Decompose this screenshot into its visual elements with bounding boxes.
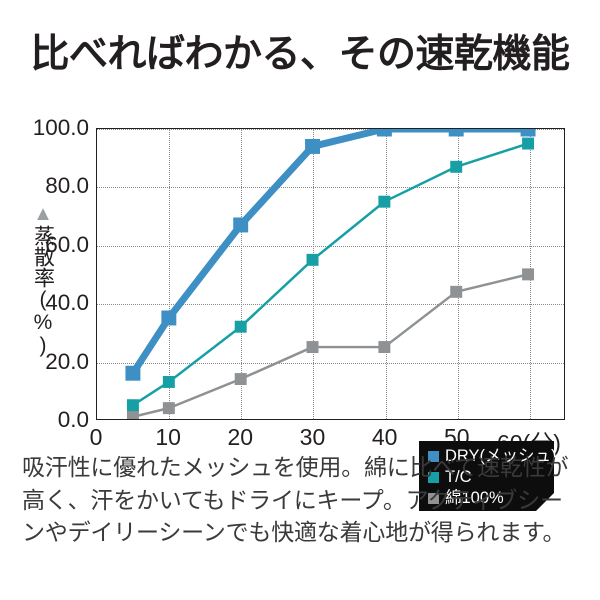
data-point-marker <box>126 399 139 412</box>
legend-item: 綿100% <box>428 488 557 508</box>
data-point-marker <box>162 402 175 415</box>
data-point-marker <box>306 253 319 266</box>
data-point-marker <box>520 129 536 137</box>
x-tick-label: 40 <box>371 424 398 450</box>
legend-label: DRY(メッシュ) <box>445 446 557 465</box>
data-point-marker <box>450 160 463 173</box>
page-title: 比べればわかる、その速乾機能 <box>30 33 570 76</box>
gridline-horizontal <box>97 187 564 189</box>
series-line <box>132 273 529 419</box>
gridline-horizontal <box>97 129 564 130</box>
y-axis-title-block: ▲ 蒸散率(%) <box>26 203 60 362</box>
gridline-vertical <box>241 129 243 419</box>
x-tick-label: 0 <box>89 424 103 450</box>
data-point-marker <box>376 129 392 137</box>
data-point-marker <box>125 365 141 381</box>
data-point-marker <box>306 341 319 354</box>
y-tick-label: 80.0 <box>45 173 89 199</box>
data-point-marker <box>234 373 247 386</box>
y-tick-label: 100.0 <box>32 115 89 140</box>
data-point-marker <box>161 310 177 326</box>
legend-label: T/C <box>445 467 472 486</box>
gridline-vertical <box>457 129 459 419</box>
x-tick-label: 20 <box>227 424 254 450</box>
y-axis-title: 蒸散率(%) <box>31 225 55 357</box>
data-point-marker <box>126 410 139 419</box>
data-point-marker <box>162 375 175 388</box>
y-tick-label: 20.0 <box>45 348 89 374</box>
x-tick-label: 10 <box>155 424 181 450</box>
legend-plate <box>419 441 554 511</box>
gridline-vertical <box>385 129 387 419</box>
data-point-marker <box>522 137 535 150</box>
data-point-marker <box>378 341 391 354</box>
data-point-marker <box>234 320 247 333</box>
plot-inner <box>97 129 564 419</box>
data-point-marker <box>233 217 249 233</box>
gridline-horizontal <box>97 362 564 364</box>
series-line <box>132 142 529 407</box>
y-tick-label: 60.0 <box>45 231 89 257</box>
series-line <box>130 129 529 376</box>
legend-rows: DRY(メッシュ) T/C 綿100% <box>428 446 557 508</box>
x-tick-label: 30 <box>299 424 326 450</box>
legend-swatch-icon <box>428 450 439 462</box>
gridline-vertical <box>313 129 315 419</box>
legend-swatch-icon <box>428 492 439 504</box>
legend-item: DRY(メッシュ) <box>428 446 557 466</box>
legend-item: T/C <box>428 467 557 487</box>
legend-swatch-icon <box>428 471 439 483</box>
series-layer <box>125 129 536 419</box>
data-point-marker <box>450 285 463 298</box>
evaporation-rate-chart: ▲ 蒸散率(%) 0.0 20.0 40.0 60.0 80.0 100.0 0 10 20 3… <box>0 110 600 511</box>
y-tick-label: 40.0 <box>45 290 89 316</box>
triangle-icon: ▲ <box>33 203 53 225</box>
y-tick-label: 0.0 <box>57 407 89 432</box>
data-point-marker <box>448 129 464 137</box>
data-point-marker <box>305 138 320 154</box>
legend-label: 綿100% <box>445 488 504 507</box>
gridline-horizontal <box>97 304 564 306</box>
gridline-vertical <box>169 129 171 419</box>
description-text: 吸汗性に優れたメッシュを使用。綿に比べて速乾性が高く、汗をかいてもドライにキープ… <box>22 454 569 546</box>
data-point-marker <box>378 195 391 208</box>
chart-legend: DRY(メッシュ) T/C 綿100% <box>419 441 557 511</box>
data-point-marker <box>522 268 535 281</box>
plot-area <box>96 128 565 420</box>
